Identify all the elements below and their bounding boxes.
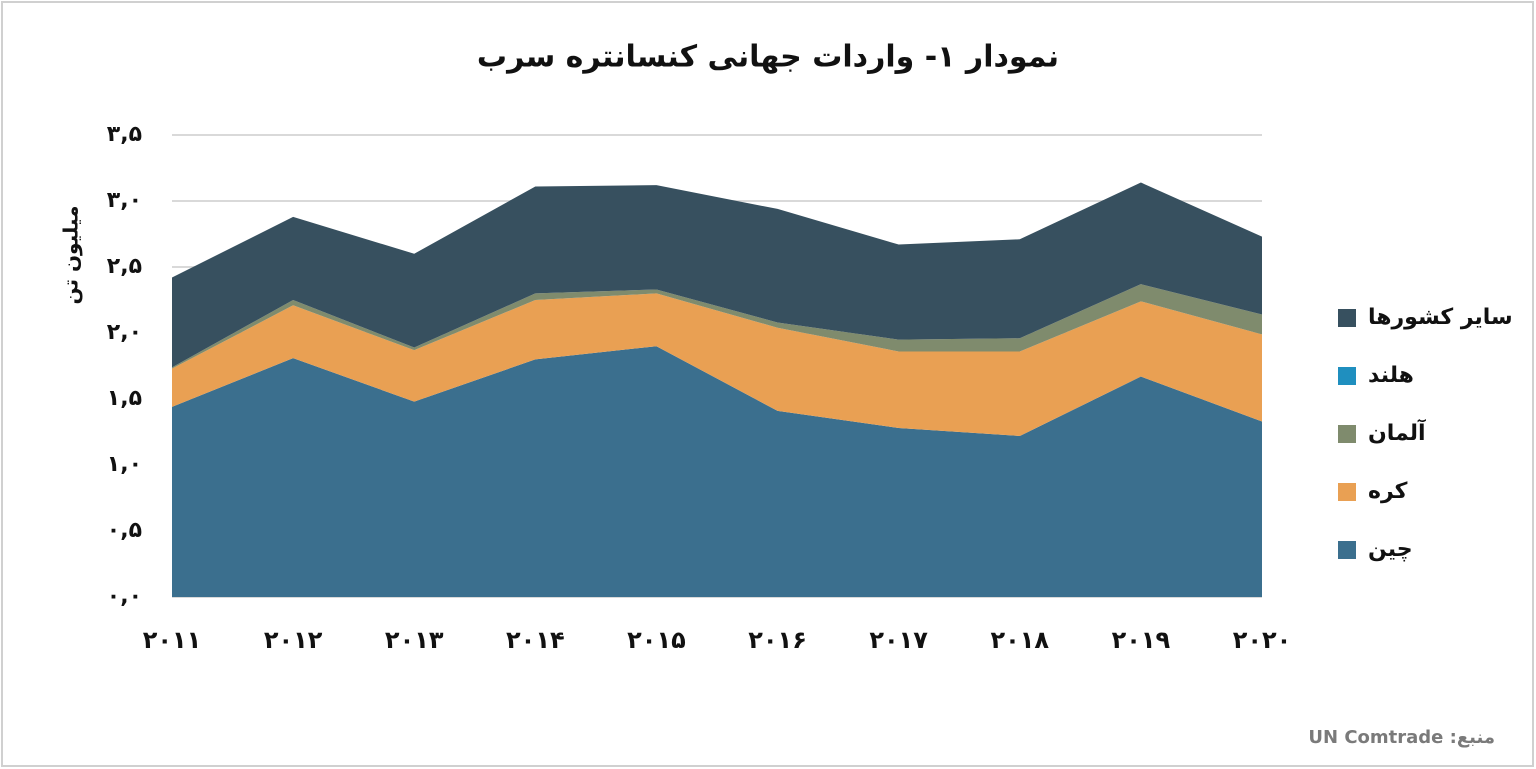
y-tick-label: ۰,۵ xyxy=(107,518,142,543)
y-tick-label: ۳,۵ xyxy=(107,122,142,147)
y-tick-label: ۲,۰ xyxy=(107,320,142,345)
legend-swatch xyxy=(1338,309,1356,327)
y-axis-label: میلیون تن xyxy=(59,206,83,305)
x-tick-label: ۲۰۱۶ xyxy=(748,626,807,654)
legend-swatch xyxy=(1338,483,1356,501)
x-tick-label: ۲۰۱۵ xyxy=(627,626,686,654)
legend-label: آلمان xyxy=(1368,418,1426,446)
area xyxy=(172,346,1262,597)
y-tick-label: ۱,۰ xyxy=(107,452,142,477)
y-tick-label: ۱,۵ xyxy=(107,386,142,411)
x-tick-label: ۲۰۱۴ xyxy=(506,626,565,654)
x-tick-label: ۲۰۱۳ xyxy=(385,626,444,654)
legend-label: سایر کشورها xyxy=(1368,305,1513,330)
area xyxy=(172,293,1262,436)
legend-label: چین xyxy=(1368,537,1413,562)
legend-swatch xyxy=(1338,425,1356,443)
chart-title: نمودار ۱- واردات جهانی کنسانتره سرب xyxy=(477,40,1059,75)
legend-label: کره xyxy=(1368,479,1408,504)
x-tick-label: ۲۰۱۸ xyxy=(990,626,1049,654)
legend-swatch xyxy=(1338,541,1356,559)
area xyxy=(172,284,1262,369)
area xyxy=(172,182,1262,368)
x-tick-label: ۲۰۱۷ xyxy=(869,626,928,654)
x-tick-label: ۲۰۱۲ xyxy=(264,626,323,654)
x-tick-label: ۲۰۱۱ xyxy=(143,626,202,654)
legend-label: هلند xyxy=(1368,363,1414,388)
y-tick-label: ۰,۰ xyxy=(107,584,142,609)
y-tick-label: ۲,۵ xyxy=(107,254,142,279)
x-tick-label: ۲۰۱۹ xyxy=(1112,626,1171,654)
source-note: منبع: UN Comtrade xyxy=(1308,727,1495,748)
y-tick-label: ۳,۰ xyxy=(107,188,142,213)
x-tick-label: ۲۰۲۰ xyxy=(1233,626,1292,654)
legend-swatch xyxy=(1338,367,1356,385)
